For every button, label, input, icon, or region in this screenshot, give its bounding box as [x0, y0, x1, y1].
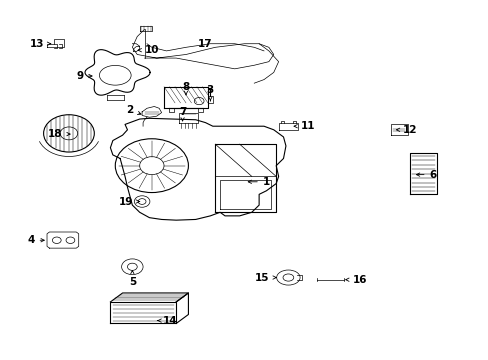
Text: 17: 17 [198, 39, 212, 49]
Text: 13: 13 [30, 39, 51, 49]
Text: 9: 9 [76, 71, 92, 81]
Text: 6: 6 [416, 170, 436, 180]
Text: 15: 15 [255, 273, 276, 283]
Text: 16: 16 [345, 275, 366, 285]
Text: 14: 14 [157, 316, 177, 325]
Text: 4: 4 [27, 235, 44, 245]
Text: 8: 8 [182, 82, 189, 95]
Text: 12: 12 [396, 125, 417, 135]
Text: 5: 5 [128, 270, 136, 287]
Text: 2: 2 [126, 105, 141, 115]
Text: 1: 1 [248, 177, 269, 187]
Text: 18: 18 [48, 129, 70, 139]
Text: 19: 19 [119, 197, 139, 207]
Text: 7: 7 [179, 107, 186, 121]
Text: 3: 3 [206, 85, 214, 101]
Text: 11: 11 [293, 121, 314, 131]
Text: 10: 10 [138, 45, 159, 55]
